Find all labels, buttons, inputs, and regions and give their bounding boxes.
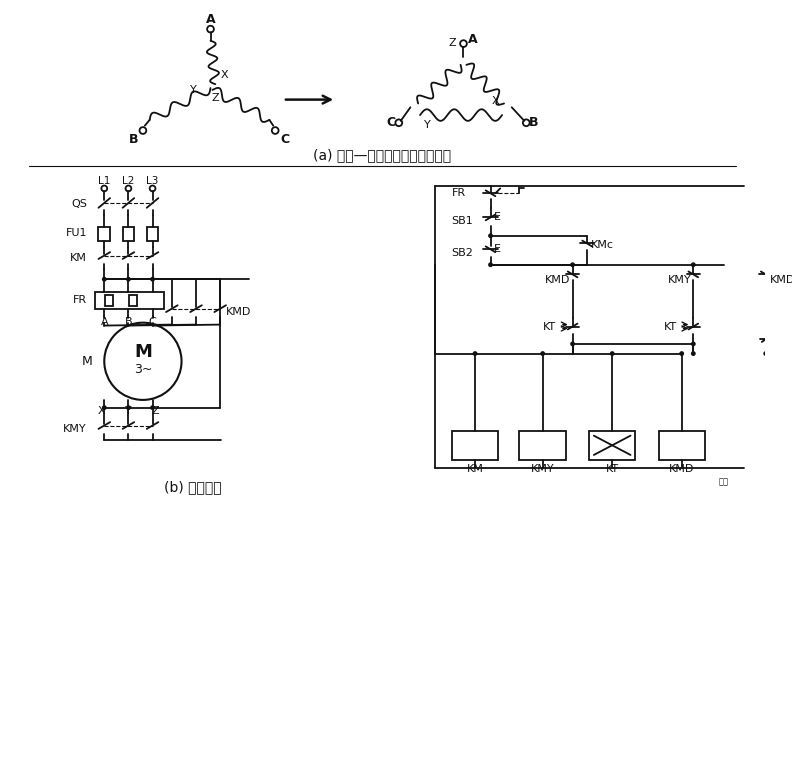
Text: QS: QS bbox=[71, 199, 87, 209]
Circle shape bbox=[488, 233, 493, 238]
Text: A: A bbox=[206, 13, 215, 26]
Text: Y: Y bbox=[425, 120, 431, 130]
Circle shape bbox=[610, 351, 615, 356]
Text: M: M bbox=[82, 354, 93, 368]
Circle shape bbox=[763, 351, 768, 356]
Text: X: X bbox=[220, 70, 228, 80]
Text: KMY: KMY bbox=[668, 276, 691, 285]
Circle shape bbox=[570, 262, 575, 267]
Text: B: B bbox=[529, 116, 539, 129]
Bar bbox=[589, 431, 635, 460]
Text: L3: L3 bbox=[147, 176, 158, 186]
Text: 版权: 版权 bbox=[719, 478, 729, 487]
Text: L1: L1 bbox=[98, 176, 110, 186]
Text: KMD: KMD bbox=[546, 276, 571, 285]
Text: SB1: SB1 bbox=[451, 216, 473, 226]
Text: (b) 控制线路: (b) 控制线路 bbox=[164, 480, 222, 494]
Text: Z: Z bbox=[448, 38, 455, 48]
Circle shape bbox=[691, 262, 695, 267]
Circle shape bbox=[540, 351, 545, 356]
Bar bbox=[147, 227, 158, 241]
Text: KMD: KMD bbox=[770, 276, 792, 285]
Bar bbox=[520, 431, 565, 460]
Text: FU1: FU1 bbox=[66, 228, 87, 238]
Text: L2: L2 bbox=[122, 176, 135, 186]
Text: KMY: KMY bbox=[63, 424, 87, 434]
Circle shape bbox=[691, 351, 695, 356]
Text: KM: KM bbox=[466, 464, 483, 474]
Bar bbox=[123, 227, 134, 241]
Text: X: X bbox=[97, 406, 105, 416]
Bar bbox=[105, 295, 113, 307]
Text: C: C bbox=[280, 132, 289, 146]
Circle shape bbox=[102, 406, 107, 410]
Text: Z: Z bbox=[151, 406, 159, 416]
Text: KMc: KMc bbox=[591, 241, 614, 251]
Bar bbox=[98, 227, 110, 241]
Circle shape bbox=[691, 341, 695, 346]
Text: SB2: SB2 bbox=[451, 248, 473, 259]
Text: 3~: 3~ bbox=[134, 364, 152, 376]
Text: Z: Z bbox=[211, 93, 219, 103]
Circle shape bbox=[570, 341, 575, 346]
Text: FR: FR bbox=[452, 188, 466, 198]
Text: E: E bbox=[493, 212, 501, 222]
Bar bbox=[452, 431, 498, 460]
Bar bbox=[94, 292, 164, 309]
Circle shape bbox=[150, 406, 155, 410]
Text: FR: FR bbox=[73, 296, 87, 306]
Text: B: B bbox=[128, 132, 138, 146]
Text: KT: KT bbox=[606, 464, 619, 474]
Text: KMD: KMD bbox=[669, 464, 695, 474]
Circle shape bbox=[150, 277, 155, 282]
Text: Y: Y bbox=[125, 406, 131, 416]
Text: (a) 星形—三角形转换绕组连接图: (a) 星形—三角形转换绕组连接图 bbox=[314, 149, 451, 163]
Text: KT: KT bbox=[664, 321, 677, 331]
Text: KMY: KMY bbox=[531, 464, 554, 474]
Text: M: M bbox=[134, 343, 152, 361]
Text: KMD: KMD bbox=[226, 307, 251, 317]
Circle shape bbox=[126, 406, 131, 410]
Text: X: X bbox=[492, 95, 499, 105]
Circle shape bbox=[488, 262, 493, 267]
Circle shape bbox=[126, 277, 131, 282]
Text: A: A bbox=[101, 317, 108, 327]
Text: B: B bbox=[124, 317, 132, 327]
Text: E: E bbox=[493, 245, 501, 255]
Circle shape bbox=[473, 351, 478, 356]
Text: KM: KM bbox=[70, 253, 87, 263]
Text: C: C bbox=[386, 116, 396, 129]
Text: Y: Y bbox=[190, 85, 196, 95]
Text: KT: KT bbox=[543, 321, 556, 331]
Circle shape bbox=[102, 277, 107, 282]
Text: C: C bbox=[149, 317, 157, 327]
Bar bbox=[129, 295, 137, 307]
Text: A: A bbox=[468, 33, 478, 46]
Circle shape bbox=[680, 351, 684, 356]
Bar bbox=[658, 431, 705, 460]
